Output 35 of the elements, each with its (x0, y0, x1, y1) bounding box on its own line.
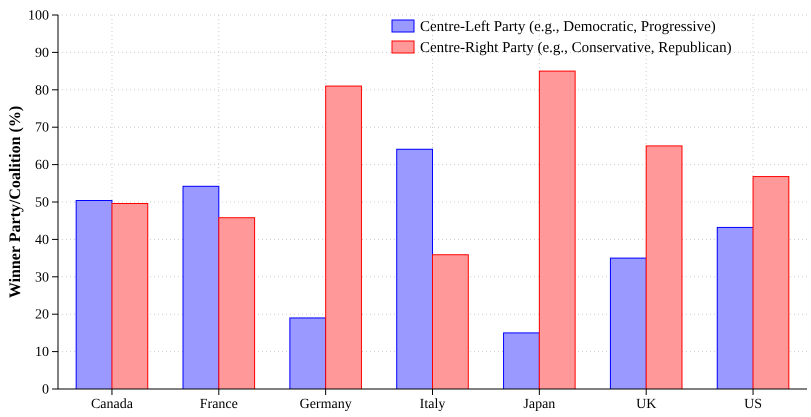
x-tick-label: Canada (90, 396, 134, 412)
y-tick-label: 100 (28, 8, 49, 24)
legend-label: Centre-Left Party (e.g., Democratic, Progressive) (420, 19, 716, 35)
bar (76, 200, 112, 390)
bar (752, 176, 790, 390)
x-tick-label: Japan (523, 396, 556, 412)
y-tick-label: 80 (35, 83, 49, 98)
bar (610, 258, 647, 390)
y-tick-label: 70 (35, 120, 49, 136)
x-tick-label: Italy (420, 396, 446, 412)
y-tick-label: 90 (35, 46, 49, 61)
y-tick-label: 10 (35, 345, 49, 360)
bar (646, 145, 682, 390)
y-tick-label: 50 (35, 195, 49, 210)
legend-label: Centre-Right Party (e.g., Conservative, Republican) (420, 40, 732, 56)
bar (503, 332, 540, 390)
y-axis-title: Winner Party/Coalition (%) (7, 106, 24, 298)
x-tick-label: France (200, 396, 238, 412)
bar (325, 86, 362, 390)
bar (716, 226, 754, 390)
x-tick-label: UK (636, 396, 656, 412)
x-tick-label: Germany (300, 396, 352, 412)
y-tick-label: 30 (35, 270, 49, 286)
y-tick-label: 20 (35, 308, 49, 323)
bar (218, 217, 256, 390)
bar (182, 186, 220, 390)
bar (538, 70, 576, 390)
bar (111, 202, 148, 390)
bar (432, 254, 469, 390)
y-tick-label: 0 (42, 382, 49, 398)
x-tick-label: US (744, 396, 762, 412)
bar (396, 148, 433, 390)
bar (289, 317, 326, 390)
y-tick-label: 40 (35, 232, 49, 248)
y-tick-label: 60 (35, 158, 49, 174)
